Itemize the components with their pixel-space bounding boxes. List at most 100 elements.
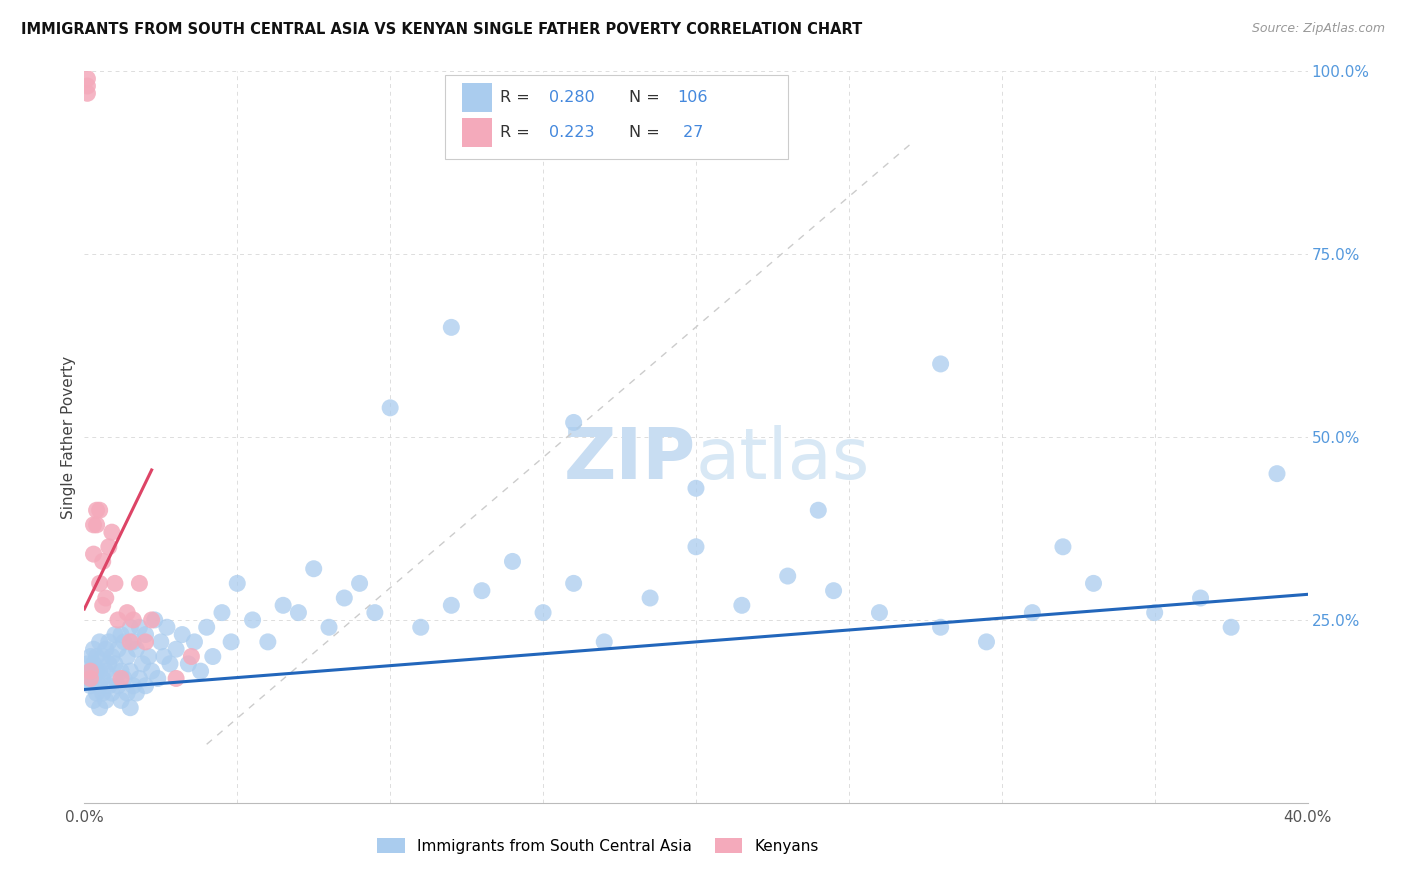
FancyBboxPatch shape [446, 75, 787, 159]
Point [83, 517, 105, 532]
Text: 106: 106 [678, 90, 709, 105]
Point [125, 642, 148, 657]
Point [79, 649, 101, 664]
Point [146, 672, 169, 686]
Point [79, 664, 101, 678]
Point [83, 693, 105, 707]
Point [125, 686, 148, 700]
Point [1265, 467, 1288, 481]
Point [83, 547, 105, 561]
Point [76, 78, 98, 93]
Point [1220, 620, 1243, 634]
Point [83, 672, 105, 686]
Point [76, 71, 98, 86]
Point [79, 672, 101, 686]
Point [135, 679, 157, 693]
Point [143, 613, 166, 627]
Point [86, 517, 108, 532]
Point [776, 569, 799, 583]
Text: 27: 27 [678, 125, 703, 140]
Point [1189, 591, 1212, 605]
Point [89, 635, 111, 649]
Point [101, 649, 124, 664]
Point [79, 679, 101, 693]
Point [97, 635, 120, 649]
Point [120, 700, 142, 714]
Point [91, 599, 114, 613]
Point [177, 657, 200, 671]
Point [94, 642, 117, 657]
Point [91, 554, 114, 568]
Point [91, 672, 114, 686]
Text: 0.223: 0.223 [550, 125, 595, 140]
Point [242, 613, 264, 627]
Point [112, 672, 135, 686]
Text: N =: N = [628, 125, 665, 140]
Point [318, 620, 340, 634]
Point [122, 613, 145, 627]
Point [1083, 576, 1105, 591]
Point [104, 672, 127, 686]
Point [107, 642, 129, 657]
Point [638, 591, 661, 605]
Point [1021, 606, 1043, 620]
Point [502, 554, 524, 568]
Point [89, 664, 111, 678]
Point [120, 664, 142, 678]
Point [135, 627, 157, 641]
Point [271, 599, 294, 613]
Point [122, 679, 145, 693]
Point [219, 635, 242, 649]
Point [165, 672, 187, 686]
Point [141, 613, 163, 627]
Point [333, 591, 356, 605]
Point [115, 686, 138, 700]
Point [440, 320, 463, 334]
Point [226, 576, 249, 591]
Point [929, 620, 952, 634]
Point [101, 525, 124, 540]
Point [122, 635, 145, 649]
Point [94, 591, 117, 605]
Point [110, 664, 132, 678]
Point [128, 576, 150, 591]
Text: N =: N = [628, 90, 665, 105]
Point [156, 620, 179, 634]
Point [165, 642, 187, 657]
Point [107, 679, 129, 693]
Point [86, 649, 108, 664]
Point [104, 576, 127, 591]
Point [89, 700, 111, 714]
Point [302, 562, 325, 576]
Point [180, 649, 202, 664]
Point [97, 657, 120, 671]
Point [593, 635, 616, 649]
Point [110, 627, 132, 641]
Point [211, 606, 233, 620]
Point [195, 620, 218, 634]
Point [104, 627, 127, 641]
Point [190, 664, 212, 678]
Point [91, 686, 114, 700]
Point [97, 540, 120, 554]
Point [131, 657, 153, 671]
Point [562, 576, 585, 591]
Point [89, 679, 111, 693]
Text: IMMIGRANTS FROM SOUTH CENTRAL ASIA VS KENYAN SINGLE FATHER POVERTY CORRELATION C: IMMIGRANTS FROM SOUTH CENTRAL ASIA VS KE… [21, 22, 862, 37]
Point [110, 672, 132, 686]
Point [86, 686, 108, 700]
Point [929, 357, 952, 371]
Point [83, 642, 105, 657]
Point [115, 649, 138, 664]
Point [976, 635, 998, 649]
Point [257, 635, 280, 649]
Point [138, 649, 160, 664]
Point [823, 583, 845, 598]
Point [159, 657, 181, 671]
Point [380, 401, 402, 415]
Point [91, 649, 114, 664]
Point [1143, 606, 1166, 620]
Point [97, 679, 120, 693]
Point [107, 613, 129, 627]
FancyBboxPatch shape [463, 83, 492, 112]
